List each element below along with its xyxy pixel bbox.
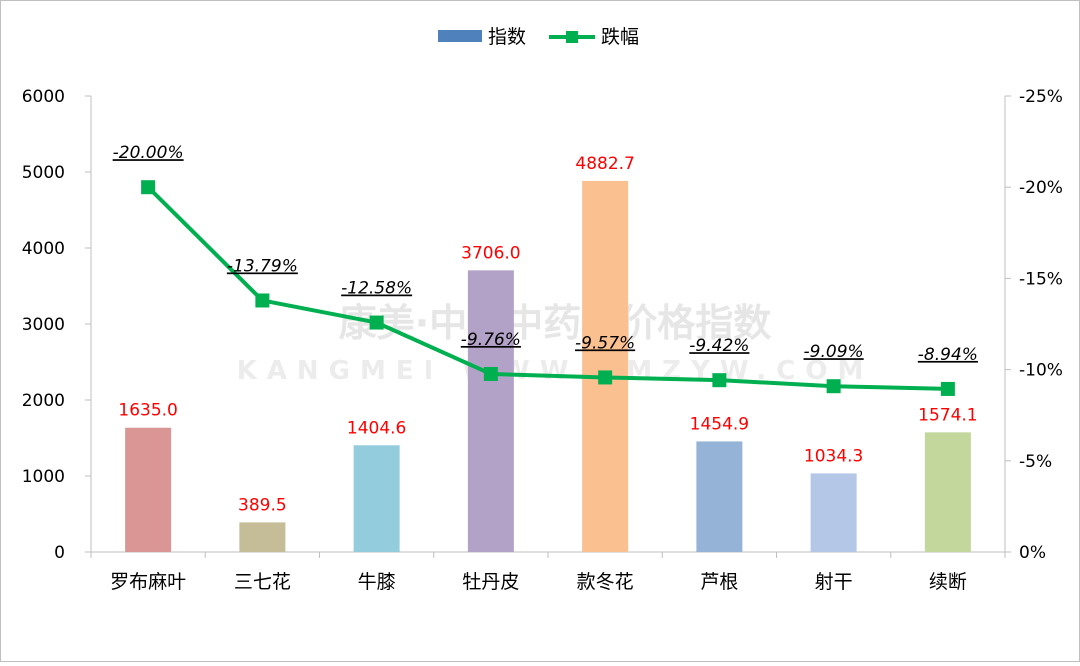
line-value-label: -9.57% (575, 333, 635, 353)
bar-value-label: 4882.7 (575, 154, 634, 174)
line-marker (940, 381, 955, 396)
right-tick-label: -20% (1019, 178, 1063, 198)
line-value-labels: -20.00% -13.79% -12.58% -9.76% -9.57% -9.42% -… (113, 143, 978, 365)
bar-value-label: 1574.1 (918, 405, 977, 425)
bar-value-label: 389.5 (238, 495, 287, 515)
x-axis-ticks (90, 552, 1006, 558)
line-marker (141, 180, 156, 195)
category-label: 三七花 (234, 571, 291, 593)
legend: 指数 跌幅 (438, 26, 639, 48)
line-value-label: -12.58% (341, 279, 412, 299)
bar (467, 270, 514, 552)
line-value-label: -13.79% (227, 256, 298, 276)
line-marker (712, 373, 727, 388)
line-value-label: -9.42% (689, 336, 749, 356)
category-label: 芦根 (700, 571, 738, 593)
line-marker (826, 379, 841, 394)
right-tick-label: -5% (1019, 452, 1052, 472)
bar-value-labels: 1635.0 389.5 1404.6 3706.0 4882.7 1454.9 1034.… (118, 154, 977, 515)
line-marker (255, 293, 270, 308)
left-tick-label: 6000 (22, 87, 65, 107)
right-axis-ticks: 0% -5% -10% -15% -20% -25% (1005, 87, 1063, 563)
right-tick-label: -10% (1019, 361, 1063, 381)
legend-marker-decline (566, 31, 578, 43)
left-tick-label: 3000 (22, 315, 65, 335)
line-series (141, 180, 955, 396)
bar (582, 180, 629, 552)
left-tick-label: 0 (54, 543, 65, 563)
left-tick-label: 1000 (22, 467, 65, 487)
legend-swatch-index (438, 30, 482, 42)
category-label: 射干 (815, 571, 853, 593)
legend-label-index: 指数 (488, 26, 526, 48)
category-label: 款冬花 (577, 571, 634, 593)
left-tick-label: 4000 (22, 239, 65, 259)
category-label: 续断 (929, 571, 967, 593)
left-tick-label: 2000 (22, 391, 65, 411)
bar-value-label: 1404.6 (347, 418, 406, 438)
line-marker (598, 370, 613, 385)
bar (353, 445, 400, 552)
left-tick-label: 5000 (22, 163, 65, 183)
line-value-label: -9.76% (461, 330, 521, 350)
line-value-label: -8.94% (918, 345, 978, 365)
line-marker (483, 366, 498, 381)
right-tick-label: -15% (1019, 269, 1063, 289)
left-axis-ticks: 0 1000 2000 3000 4000 5000 6000 (22, 87, 91, 563)
right-tick-label: 0% (1019, 543, 1046, 563)
category-label: 牡丹皮 (462, 571, 519, 593)
bar-value-label: 1454.9 (690, 414, 749, 434)
category-labels: 罗布麻叶 三七花 牛膝 牡丹皮 款冬花 芦根 射干 续断 (110, 571, 967, 593)
bar-value-label: 1034.3 (804, 446, 863, 466)
decline-line (146, 185, 948, 391)
legend-label-decline: 跌幅 (601, 26, 639, 48)
line-value-label: -20.00% (113, 143, 184, 163)
category-label: 罗布麻叶 (110, 571, 186, 593)
right-tick-label: -25% (1019, 87, 1063, 107)
bar (239, 522, 286, 552)
line-value-label: -9.09% (804, 342, 864, 362)
bar (696, 441, 743, 552)
bar-series (125, 180, 971, 552)
category-label: 牛膝 (358, 571, 396, 593)
bar-value-label: 3706.0 (461, 243, 520, 263)
line-marker (369, 315, 384, 330)
bar (810, 473, 857, 552)
bar (125, 427, 172, 552)
bar-value-label: 1635.0 (118, 401, 177, 421)
bar (924, 432, 971, 552)
